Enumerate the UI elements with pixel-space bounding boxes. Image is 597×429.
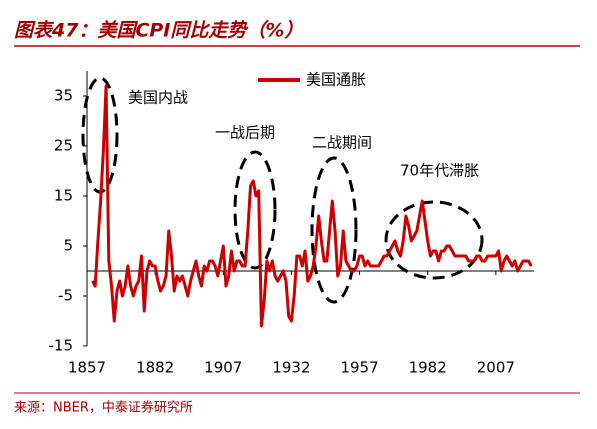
y-tick-label: -15 [49,337,74,355]
ellipse [81,76,119,194]
annotation: 70年代滞胀 [400,162,479,180]
annotation: 二战期间 [312,134,372,152]
source: 来源：NBER，中泰证券研究所 [14,400,193,416]
annotation: 一战后期 [215,124,275,142]
y-tick-label: 35 [54,87,73,105]
series-line [91,84,533,328]
y-tick-label: 15 [54,187,73,205]
ellipse [233,150,277,270]
ellipse [310,156,358,304]
highlight-ellipses [81,76,484,304]
ellipse [384,200,484,280]
x-tick-label: 1882 [136,359,174,377]
x-tick-label: 1932 [272,359,310,377]
legend-label: 美国通胀 [306,71,366,89]
y-tick-label: 25 [54,137,73,155]
y-tick-label: 5 [63,237,73,255]
x-tick-label: 1982 [409,359,447,377]
x-tick-label: 1957 [340,359,378,377]
chart-title: 图表47：美国CPI同比走势（%） [14,20,303,42]
y-tick-label: -5 [58,287,73,305]
x-tick-label: 1857 [68,359,106,377]
annotation: 美国内战 [128,89,188,107]
x-tick-label: 2007 [477,359,515,377]
x-tick-label: 1907 [204,359,242,377]
